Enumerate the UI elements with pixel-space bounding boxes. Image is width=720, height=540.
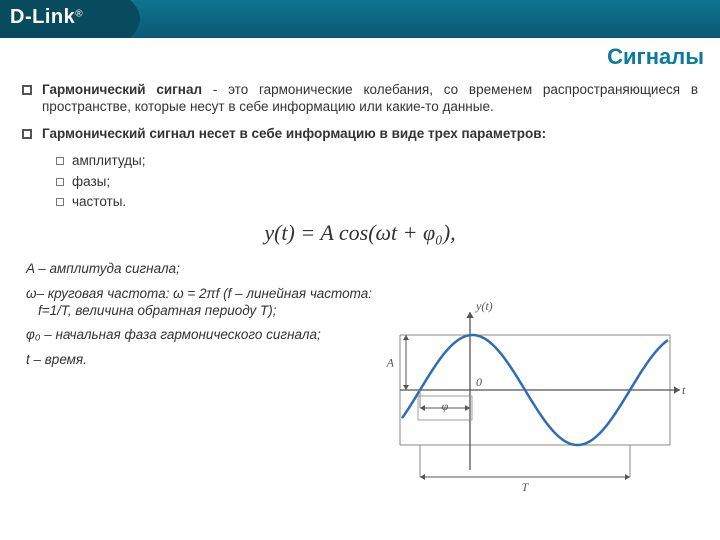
bullet-2-text: Гармонический сигнал несет в себе информ…: [42, 126, 546, 143]
brand-logo: D-Link®: [10, 6, 83, 29]
sublist: амплитуды; фазы; частоты.: [56, 153, 698, 212]
bullet-square-small-icon: [56, 198, 64, 206]
bullet-2: Гармонический сигнал несет в себе информ…: [22, 126, 698, 143]
definitions: A – амплитуда сигнала; ω– круговая часто…: [22, 261, 382, 377]
sub-1: амплитуды;: [56, 153, 698, 170]
bullet-square-small-icon: [56, 157, 64, 165]
def-A: A – амплитуда сигнала;: [22, 261, 382, 278]
header-bar: D-Link®: [0, 0, 720, 38]
bullet-1: Гармонический сигнал - это гармонические…: [22, 82, 698, 116]
sine-svg: y(t) t Aφ T 0: [380, 300, 700, 510]
sub-1-text: амплитуды;: [72, 153, 146, 170]
sub-3-text: частоты.: [72, 194, 126, 211]
def-t: t – время.: [22, 352, 382, 369]
page-title: Сигналы: [607, 44, 704, 70]
bullet-square-small-icon: [56, 178, 64, 186]
bullet-square-icon: [22, 85, 32, 95]
sub-2-text: фазы;: [72, 174, 110, 191]
sub-2: фазы;: [56, 174, 698, 191]
sub-3: частоты.: [56, 194, 698, 211]
def-phi: φ₀ – начальная фаза гармонического сигна…: [22, 327, 382, 344]
svg-text:t: t: [682, 383, 686, 397]
bullet-square-icon: [22, 129, 32, 139]
svg-text:φ: φ: [442, 399, 449, 413]
def-omega: ω– круговая частота: ω = 2πf (f – линейн…: [22, 286, 382, 320]
bullet-1-bold: Гармонический сигнал: [42, 82, 202, 97]
bullet-1-text: Гармонический сигнал - это гармонические…: [42, 82, 698, 116]
formula: y(t) = A cos(ωt + φ₀),: [22, 219, 698, 247]
svg-text:T: T: [522, 480, 530, 494]
svg-text:0: 0: [476, 375, 482, 389]
svg-text:A: A: [386, 356, 395, 370]
svg-text:y(t): y(t): [475, 300, 493, 313]
sine-chart: y(t) t Aφ T 0: [380, 300, 700, 510]
logo-text: D-Link: [10, 6, 75, 28]
logo-reg: ®: [75, 9, 82, 20]
